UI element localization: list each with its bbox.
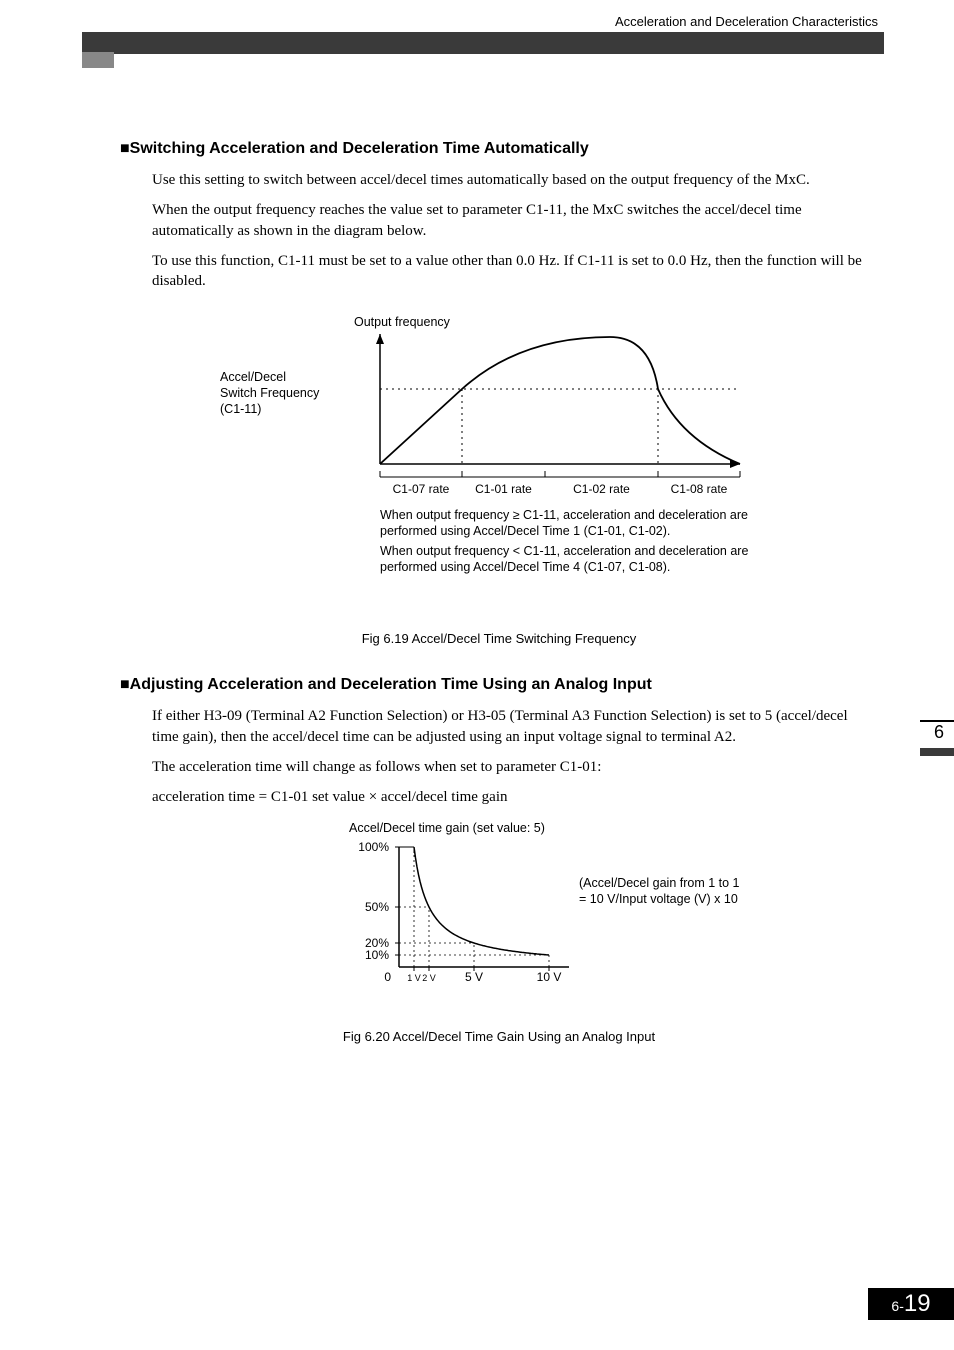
svg-text:2 V: 2 V [422,973,436,983]
fig1-caption: Fig 6.19 Accel/Decel Time Switching Freq… [120,631,878,646]
section1-p2: When the output frequency reaches the va… [152,200,878,241]
header-bar [82,32,884,54]
svg-text:When output frequency < C1-11,: When output frequency < C1-11, accelerat… [380,544,748,558]
fig2-caption: Fig 6.20 Accel/Decel Time Gain Using an … [120,1029,878,1044]
svg-text:C1-02 rate: C1-02 rate [573,482,630,496]
section2-p2: The acceleration time will change as fol… [152,757,878,777]
page-num: 19 [904,1290,931,1317]
header-tab [82,52,114,68]
svg-text:100%: 100% [358,840,389,854]
svg-text:Accel/Decel time gain (set val: Accel/Decel time gain (set value: 5) [349,821,545,835]
section2-p3: acceleration time = C1-01 set value × ac… [152,787,878,807]
svg-text:5 V: 5 V [465,970,483,984]
section1-p3: To use this function, C1-11 must be set … [152,251,878,292]
section2-p1: If either H3-09 (Terminal A2 Function Se… [152,706,878,747]
section2-title: ■Adjusting Acceleration and Deceleration… [120,676,878,694]
page-number: 6-19 [868,1288,954,1320]
side-chapter-num: 6 [934,722,944,743]
svg-text:10 V: 10 V [537,970,562,984]
svg-text:When output frequency ≥ C1-11,: When output frequency ≥ C1-11, accelerat… [380,508,748,522]
svg-text:Accel/Decel: Accel/Decel [220,370,286,384]
svg-text:50%: 50% [365,900,389,914]
svg-text:C1-01 rate: C1-01 rate [475,482,532,496]
svg-text:C1-07 rate: C1-07 rate [393,482,450,496]
figure-6-19: C1-07 rate C1-01 rate C1-02 rate C1-08 rate… [180,309,820,609]
header-title: Acceleration and Deceleration Characteri… [615,14,878,29]
svg-text:C1-08 rate: C1-08 rate [671,482,728,496]
side-tab-bar [920,748,954,756]
svg-text:(Accel/Decel gain from 1 to 10: (Accel/Decel gain from 1 to 10 V) [579,876,739,890]
svg-text:performed using Accel/Decel Ti: performed using Accel/Decel Time 4 (C1-0… [380,560,670,574]
svg-text:10%: 10% [365,948,389,962]
svg-text:1 V: 1 V [407,973,421,983]
section1-p1: Use this setting to switch between accel… [152,170,878,190]
svg-text:(C1-11): (C1-11) [220,402,261,416]
svg-text:Switch Frequency: Switch Frequency [220,386,320,400]
page-prefix: 6- [891,1298,903,1314]
fig2-svg: Accel/Decel time gain (set value: 5) 100%… [259,817,739,1007]
svg-text:Output frequency: Output frequency [354,315,451,329]
section1-title: ■Switching Acceleration and Deceleration… [120,140,878,158]
page-content: ■Switching Acceleration and Deceleration… [120,140,878,1074]
svg-text:performed using Accel/Decel Ti: performed using Accel/Decel Time 1 (C1-0… [380,524,670,538]
fig1-svg: C1-07 rate C1-01 rate C1-02 rate C1-08 rate… [180,309,820,609]
svg-text:= 10 V/Input voltage (V) x 10: = 10 V/Input voltage (V) x 10 (%) [579,892,739,906]
figure-6-20: Accel/Decel time gain (set value: 5) 100%… [259,817,739,1007]
svg-text:0: 0 [384,970,391,984]
